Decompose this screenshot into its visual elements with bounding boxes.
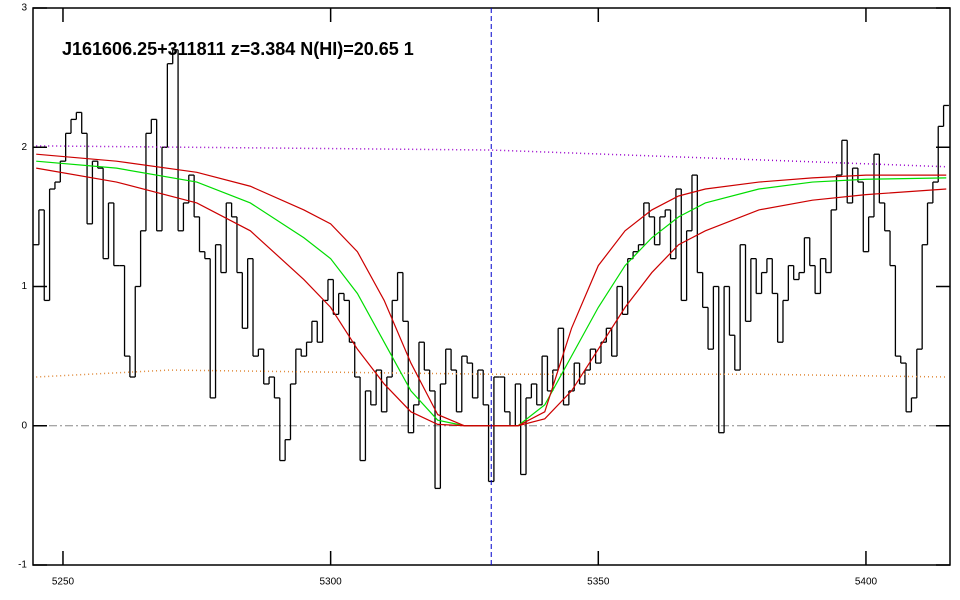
x-tick-label: 5250 bbox=[52, 577, 75, 588]
x-tick-label: 5300 bbox=[320, 577, 343, 588]
x-tick-label: 5350 bbox=[587, 577, 610, 588]
y-tick-label: 0 bbox=[21, 420, 27, 431]
y-tick-label: -1 bbox=[18, 560, 27, 571]
plot-area bbox=[33, 8, 950, 565]
y-tick-label: 2 bbox=[21, 142, 27, 153]
model-curve bbox=[36, 167, 947, 427]
chart-title: J161606.25+311811 z=3.384 N(HI)=20.65 1 bbox=[62, 39, 414, 59]
y-tick-label: 3 bbox=[21, 3, 27, 14]
y-tick-label: 1 bbox=[21, 281, 27, 292]
x-tick-label: 5400 bbox=[855, 577, 878, 588]
